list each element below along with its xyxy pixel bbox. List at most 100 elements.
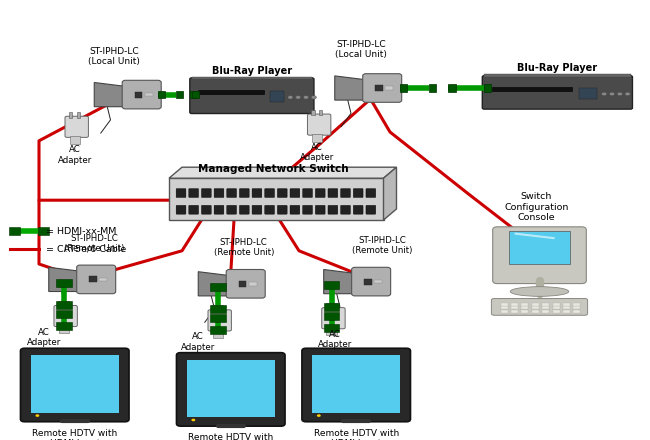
Bar bbox=[210, 314, 226, 322]
FancyBboxPatch shape bbox=[239, 189, 249, 198]
Bar bbox=[542, 303, 549, 305]
Bar bbox=[521, 310, 528, 312]
FancyBboxPatch shape bbox=[302, 348, 411, 422]
Bar bbox=[491, 87, 572, 91]
Polygon shape bbox=[49, 267, 88, 292]
FancyBboxPatch shape bbox=[278, 205, 287, 214]
Bar bbox=[212, 305, 215, 311]
Circle shape bbox=[192, 419, 196, 422]
FancyBboxPatch shape bbox=[252, 189, 262, 198]
Text: Blu-Ray Player: Blu-Ray Player bbox=[212, 66, 292, 76]
Bar bbox=[500, 310, 508, 312]
Bar bbox=[521, 306, 528, 309]
Bar bbox=[326, 303, 329, 309]
FancyBboxPatch shape bbox=[303, 205, 313, 214]
Text: ST-IPHD-LC
(Remote Unit): ST-IPHD-LC (Remote Unit) bbox=[352, 236, 412, 255]
Bar bbox=[324, 303, 339, 311]
FancyBboxPatch shape bbox=[354, 205, 363, 214]
FancyBboxPatch shape bbox=[491, 298, 588, 315]
FancyBboxPatch shape bbox=[322, 308, 345, 329]
Bar bbox=[579, 88, 597, 99]
Bar bbox=[542, 306, 549, 309]
Bar bbox=[77, 112, 80, 117]
FancyBboxPatch shape bbox=[176, 189, 186, 198]
Polygon shape bbox=[94, 82, 133, 106]
FancyBboxPatch shape bbox=[278, 189, 287, 198]
Bar bbox=[521, 303, 528, 305]
Bar bbox=[312, 134, 322, 142]
Text: Managed Network Switch: Managed Network Switch bbox=[198, 164, 348, 174]
Bar bbox=[484, 74, 630, 77]
Bar bbox=[213, 330, 223, 337]
Circle shape bbox=[625, 92, 630, 95]
FancyBboxPatch shape bbox=[202, 189, 211, 198]
Text: AC
Adapter: AC Adapter bbox=[181, 332, 215, 352]
Bar bbox=[192, 77, 312, 79]
Bar bbox=[484, 84, 491, 92]
Circle shape bbox=[311, 95, 317, 99]
Bar bbox=[333, 303, 337, 309]
Bar bbox=[66, 301, 69, 307]
Bar bbox=[448, 84, 456, 92]
Bar bbox=[511, 303, 518, 305]
Bar bbox=[31, 356, 118, 413]
FancyBboxPatch shape bbox=[176, 353, 285, 426]
Text: ST-IPHD-LC
(Remote Unit): ST-IPHD-LC (Remote Unit) bbox=[64, 234, 124, 253]
Polygon shape bbox=[384, 167, 396, 220]
Bar bbox=[500, 306, 508, 309]
Bar bbox=[532, 310, 539, 312]
FancyBboxPatch shape bbox=[328, 189, 338, 198]
Bar bbox=[552, 306, 560, 309]
FancyBboxPatch shape bbox=[354, 189, 363, 198]
Bar bbox=[58, 325, 69, 333]
Circle shape bbox=[288, 95, 293, 99]
Bar bbox=[311, 110, 315, 115]
Text: Blu-Ray Player: Blu-Ray Player bbox=[517, 63, 597, 73]
Bar bbox=[270, 91, 284, 102]
Bar bbox=[210, 283, 226, 291]
Bar bbox=[324, 312, 339, 320]
Bar bbox=[563, 306, 570, 309]
FancyBboxPatch shape bbox=[290, 189, 300, 198]
Bar bbox=[58, 301, 61, 307]
FancyBboxPatch shape bbox=[176, 205, 186, 214]
FancyBboxPatch shape bbox=[214, 189, 224, 198]
Bar bbox=[313, 356, 400, 413]
Polygon shape bbox=[198, 271, 237, 296]
Bar bbox=[573, 310, 580, 312]
Bar bbox=[187, 360, 274, 417]
FancyBboxPatch shape bbox=[366, 205, 376, 214]
Bar bbox=[326, 327, 337, 335]
Bar bbox=[9, 227, 20, 235]
FancyBboxPatch shape bbox=[227, 189, 237, 198]
FancyBboxPatch shape bbox=[54, 305, 77, 326]
Text: AC
Adapter: AC Adapter bbox=[27, 328, 61, 347]
Bar bbox=[99, 278, 107, 281]
Bar bbox=[38, 227, 49, 235]
FancyBboxPatch shape bbox=[77, 265, 116, 294]
FancyBboxPatch shape bbox=[188, 189, 198, 198]
FancyBboxPatch shape bbox=[21, 348, 129, 422]
FancyBboxPatch shape bbox=[122, 80, 161, 109]
Bar bbox=[375, 85, 383, 91]
Text: Remote HDTV with
HDMI Input: Remote HDTV with HDMI Input bbox=[313, 429, 399, 440]
FancyBboxPatch shape bbox=[341, 205, 350, 214]
FancyBboxPatch shape bbox=[341, 189, 350, 198]
FancyBboxPatch shape bbox=[363, 73, 402, 102]
Text: AC
Adapter: AC Adapter bbox=[300, 143, 334, 162]
FancyBboxPatch shape bbox=[239, 205, 249, 214]
FancyBboxPatch shape bbox=[315, 189, 325, 198]
Bar bbox=[552, 303, 560, 305]
Text: Remote HDTV with
HDMI Input: Remote HDTV with HDMI Input bbox=[32, 429, 118, 440]
Bar bbox=[509, 231, 570, 264]
FancyBboxPatch shape bbox=[366, 189, 376, 198]
Text: ST-IPHD-LC
(Local Unit): ST-IPHD-LC (Local Unit) bbox=[88, 47, 140, 66]
Text: Switch
Configuration
Console: Switch Configuration Console bbox=[504, 192, 569, 222]
Bar bbox=[324, 281, 339, 289]
Bar bbox=[210, 326, 226, 334]
Bar bbox=[563, 310, 570, 312]
Text: AC
Adapter: AC Adapter bbox=[318, 330, 352, 349]
Bar bbox=[552, 310, 560, 312]
Bar bbox=[573, 306, 580, 309]
Bar bbox=[145, 93, 153, 96]
